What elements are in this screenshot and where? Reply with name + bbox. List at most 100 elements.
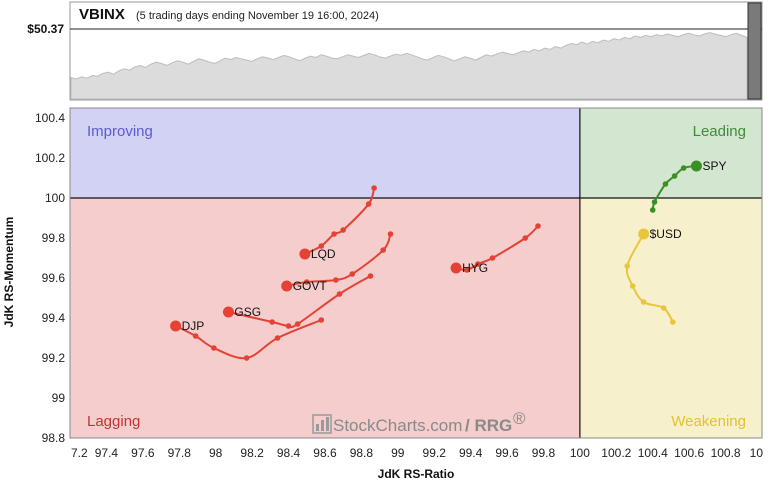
y-tick-label: 99.2 [42, 351, 66, 365]
x-tick-label: 97.6 [131, 446, 155, 460]
y-tick-label: 98.8 [42, 431, 66, 445]
stockcharts-logo: StockCharts.com / RRG ® [312, 409, 526, 435]
tail-point-govt [380, 247, 387, 253]
tail-point-hyg [489, 255, 496, 261]
tail-point-hyg [464, 267, 470, 273]
tail-head-djp[interactable] [170, 320, 182, 332]
quadrant-label-improving: Improving [87, 123, 153, 140]
tail-head-hyg[interactable] [450, 262, 462, 274]
tail-point-spy [671, 173, 678, 179]
x-tick-label: 10 [750, 446, 764, 460]
y-axis-ticks: 98.8 99 99.2 99.4 99.6 99.8 100 100.2 100.4 [35, 111, 65, 445]
x-tick-label: 98 [209, 446, 223, 460]
tail-point-hyg [522, 235, 529, 241]
tail-point-djp [318, 317, 325, 323]
quadrant-leading [579, 108, 762, 198]
tail-point-usd [624, 263, 631, 269]
x-tick-label: 98.8 [350, 446, 374, 460]
tail-point-djp [211, 345, 217, 351]
tail-point-gsg [269, 319, 275, 325]
x-tick-label: 100.8 [711, 446, 741, 460]
quadrant-improving [70, 108, 580, 198]
x-tick-label: 99 [391, 446, 405, 460]
x-tick-label: 99.2 [423, 446, 447, 460]
label-spy: SPY [702, 159, 726, 173]
period-note: (5 trading days ending November 19 16:00… [136, 10, 379, 22]
tail-point-djp [243, 355, 250, 361]
price-label: $50.37 [27, 22, 64, 36]
tail-point-hyg [535, 223, 541, 229]
tail-gsg: GSG [222, 273, 374, 329]
label-lqd: LQD [311, 247, 336, 261]
tail-point-gsg [285, 323, 292, 329]
x-tick-label: 100.4 [638, 446, 668, 460]
y-tick-label: 99.8 [42, 231, 66, 245]
price-panel: VBINX (5 trading days ending November 19… [27, 1, 763, 101]
y-tick-label: 100.2 [35, 151, 65, 165]
tail-point-govt [387, 231, 394, 237]
tail-point-govt [333, 277, 339, 283]
y-axis-title: JdK RS-Momentum [2, 217, 16, 328]
quadrant-label-leading: Leading [693, 123, 746, 140]
brand-text: StockCharts.com [333, 416, 462, 435]
quadrant-lagging [70, 198, 580, 438]
tail-point-govt [303, 279, 310, 285]
x-tick-label: 98.6 [313, 446, 337, 460]
current-period-marker [747, 2, 762, 100]
tail-hyg: HYG [450, 223, 541, 275]
y-tick-label: 99 [52, 391, 66, 405]
x-tick-label: 99.8 [532, 446, 556, 460]
tail-point-govt [349, 271, 356, 277]
tail-line-gsg [228, 275, 371, 329]
x-tick-label: 98.2 [240, 446, 264, 460]
tail-point-gsg [294, 321, 301, 327]
tail-head-spy[interactable] [690, 160, 702, 172]
tail-spy: SPY [649, 159, 726, 213]
x-tick-label: 97.4 [95, 446, 119, 460]
tail-point-lqd [365, 201, 372, 207]
tail-point-gsg [367, 273, 374, 279]
x-tick-label: 100.6 [674, 446, 704, 460]
brand-suffix: / RRG [465, 416, 512, 435]
y-tick-label: 99.6 [42, 271, 66, 285]
tail-point-spy [662, 181, 669, 187]
tail-lqd: LQD [299, 185, 377, 261]
tail-head-usd[interactable] [638, 228, 650, 240]
x-axis-ticks: 7.2 97.4 97.6 97.8 98 98.2 98.4 98.6 98.8 99 99.2 9… [71, 446, 763, 460]
tail-point-djp [192, 333, 199, 339]
y-tick-label: 100 [45, 191, 65, 205]
tail-head-govt[interactable] [281, 280, 293, 292]
brand-reg: ® [513, 409, 526, 428]
label-gsg: GSG [234, 305, 261, 319]
y-tick-label: 99.4 [42, 311, 66, 325]
x-tick-label: 100.2 [601, 446, 631, 460]
rrg-plot: Improving Leading Lagging Weakening Stoc… [69, 107, 763, 439]
tail-djp: DJP [170, 317, 325, 361]
tail-point-gsg [336, 291, 343, 297]
symbol-title: VBINX [79, 6, 125, 23]
y-tick-label: 100.4 [35, 111, 65, 125]
tail-point-usd [669, 319, 676, 325]
quadrant-label-weakening: Weakening [671, 413, 746, 430]
tail-point-usd [629, 283, 636, 289]
logo-icon [312, 414, 332, 434]
price-area [70, 32, 748, 100]
x-tick-label: 99.6 [495, 446, 519, 460]
label-hyg: HYG [462, 261, 488, 275]
x-tick-label: 100 [570, 446, 590, 460]
quadrant-label-lagging: Lagging [87, 413, 140, 430]
tail-point-usd [640, 299, 647, 305]
tail-head-gsg[interactable] [222, 306, 234, 318]
x-tick-label: 97.8 [168, 446, 192, 460]
label-usd: $USD [650, 227, 682, 241]
tail-point-spy [651, 199, 658, 205]
tail-point-djp [274, 335, 281, 341]
tail-point-lqd [340, 227, 346, 233]
tail-usd: $USD [624, 227, 682, 325]
tail-point-spy [680, 165, 687, 171]
plot-frame [69, 107, 763, 439]
label-djp: DJP [182, 319, 205, 333]
x-axis-title: JdK RS-Ratio [378, 467, 455, 481]
tail-head-lqd[interactable] [299, 248, 311, 260]
